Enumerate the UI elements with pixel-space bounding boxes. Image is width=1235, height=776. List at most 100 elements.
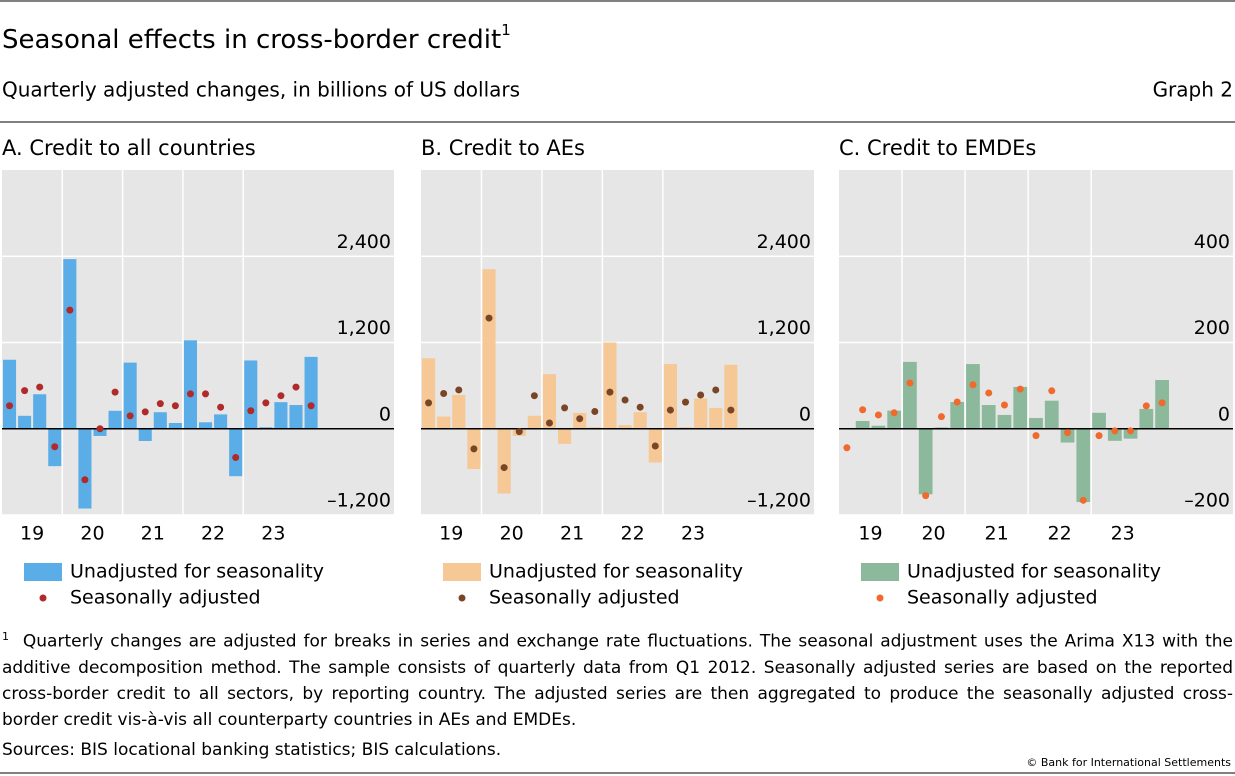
bar: [997, 414, 1012, 429]
bar: [214, 414, 228, 429]
bar: [497, 428, 511, 494]
x-tick-label: 23: [681, 523, 705, 545]
legend-label: Unadjusted for seasonality: [489, 561, 743, 583]
y-tick-label: –1,200: [747, 490, 811, 512]
dot: [621, 396, 629, 404]
dot: [561, 404, 569, 412]
y-tick-label: 0: [379, 403, 391, 425]
x-tick-label: 22: [1048, 523, 1072, 545]
bar: [1092, 412, 1106, 429]
x-tick-label: 21: [141, 523, 165, 545]
x-tick-label: 20: [500, 523, 524, 545]
dot: [247, 407, 255, 415]
y-tick-label: 2,400: [337, 231, 391, 253]
dot: [697, 391, 705, 399]
dot: [202, 390, 210, 398]
x-tick-label: 21: [985, 523, 1009, 545]
bar: [618, 425, 632, 429]
dot: [21, 387, 29, 395]
copyright: © Bank for International Settlements: [1026, 756, 1231, 769]
bar: [663, 364, 677, 429]
bar: [981, 405, 996, 429]
bar: [887, 410, 902, 429]
dot: [682, 398, 690, 406]
dot: [232, 454, 240, 461]
bar: [1044, 400, 1059, 429]
y-tick-label: 0: [799, 403, 811, 425]
bar: [108, 410, 122, 429]
dot: [874, 411, 882, 419]
panel-title: C. Credit to EMDEs: [839, 136, 1036, 160]
bar: [855, 420, 870, 429]
bar: [437, 416, 451, 429]
title-note: 1: [501, 21, 511, 39]
bar: [1013, 386, 1028, 429]
graph-label: Graph 2: [1153, 78, 1233, 102]
dot: [141, 408, 149, 416]
legend-dot: [39, 594, 47, 602]
x-tick-label: 20: [80, 523, 104, 545]
bar: [1029, 417, 1043, 429]
legend-label: Seasonally adjusted: [907, 587, 1098, 609]
dot: [606, 388, 614, 396]
dot: [217, 403, 225, 411]
dot: [36, 383, 44, 391]
dot: [1016, 385, 1024, 393]
y-tick-label: 200: [1194, 317, 1230, 339]
dot: [985, 389, 993, 397]
dot: [1158, 399, 1166, 407]
dot: [292, 383, 300, 391]
bar: [422, 358, 436, 429]
dot: [470, 445, 478, 453]
dot: [530, 392, 538, 400]
dot: [96, 425, 104, 433]
x-tick-label: 19: [439, 523, 463, 545]
dot: [500, 464, 508, 472]
x-tick-label: 23: [261, 523, 285, 545]
bar: [694, 398, 708, 429]
bar: [33, 394, 47, 429]
bar: [871, 425, 886, 429]
y-tick-label: 400: [1194, 231, 1230, 253]
legend-label: Unadjusted for seasonality: [70, 561, 324, 583]
dot: [126, 412, 134, 420]
legend-swatch: [443, 563, 481, 581]
dot: [186, 390, 194, 398]
sources: Sources: BIS locational banking statisti…: [2, 740, 502, 760]
dot: [636, 403, 644, 411]
footnote-marker: 1: [2, 630, 9, 643]
dot: [1142, 402, 1150, 410]
dot: [859, 406, 867, 414]
dot: [890, 409, 898, 417]
dot: [1032, 432, 1040, 440]
bar: [603, 342, 617, 429]
bar: [3, 359, 17, 429]
dot: [843, 444, 851, 452]
x-tick-label: 20: [921, 523, 945, 545]
dot: [922, 492, 930, 500]
bar: [199, 422, 213, 429]
dot: [51, 443, 59, 451]
x-tick-label: 22: [201, 523, 225, 545]
dot: [1079, 496, 1087, 504]
bar: [183, 340, 197, 429]
y-tick-label: 2,400: [757, 231, 811, 253]
bar: [709, 407, 723, 429]
dot: [66, 306, 74, 314]
dot: [651, 442, 659, 450]
bar: [633, 412, 647, 429]
bar: [918, 428, 933, 495]
bar: [304, 356, 318, 429]
legend-label: Seasonally adjusted: [70, 587, 261, 609]
bar: [244, 360, 258, 429]
bar: [558, 428, 572, 444]
bar: [1076, 428, 1091, 503]
dot: [591, 408, 599, 415]
bar: [724, 364, 738, 429]
bar: [966, 364, 980, 429]
panel-title: A. Credit to all countries: [2, 136, 256, 160]
title-text: Seasonal effects in cross-border credit: [2, 25, 501, 55]
bar: [452, 394, 466, 429]
